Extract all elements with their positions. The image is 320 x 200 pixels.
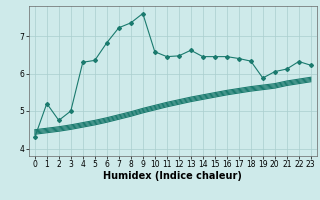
X-axis label: Humidex (Indice chaleur): Humidex (Indice chaleur) xyxy=(103,171,242,181)
